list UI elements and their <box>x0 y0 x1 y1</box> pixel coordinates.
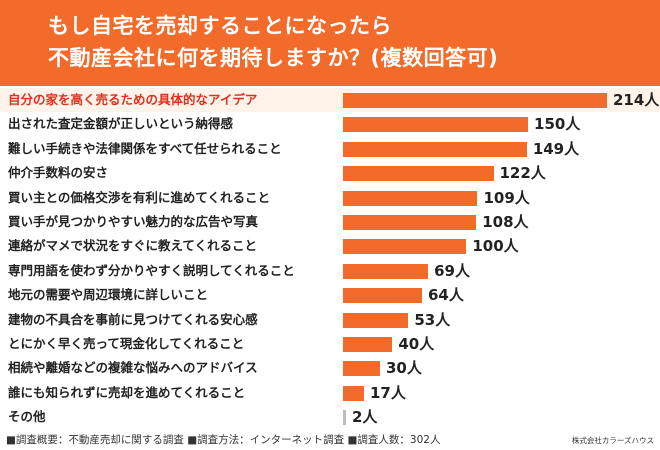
chart-row: 誰にも知られずに売却を進めてくれること 17人 <box>0 381 660 405</box>
bar <box>343 312 409 328</box>
data-label: 100人 <box>472 237 519 256</box>
chart-row: 連絡がマメで状況をすぐに教えてくれること 100人 <box>0 234 660 258</box>
bar <box>343 385 364 401</box>
bar <box>343 190 478 206</box>
data-label: 149人 <box>532 139 580 158</box>
category-label: 誰にも知られずに売却を進めてくれること <box>8 384 246 400</box>
chart-title-line-1: もし自宅を売却することになったら <box>48 14 392 38</box>
data-label: 214人 <box>613 91 660 109</box>
chart-row: 出された査定金額が正しいという納得感 150人 <box>0 112 660 136</box>
data-label: 69人 <box>434 261 470 280</box>
chart-row: 仲介手数料の安さ 122人 <box>0 161 660 185</box>
data-label: 2人 <box>352 408 378 427</box>
data-label: 30人 <box>386 359 422 378</box>
bar <box>343 288 422 304</box>
bar-chart: 自分の家を高く売るための具体的なアイデア 214人出された査定金額が正しいという納… <box>0 88 660 430</box>
data-label: 122人 <box>499 164 546 183</box>
bar <box>343 117 529 133</box>
chart-row: とにかく早く売って現金化してくれること 40人 <box>0 332 660 356</box>
chart-row: 買い手が見つかりやすい魅力的な広告や写真 108人 <box>0 210 660 234</box>
category-label: 買い手が見つかりやすい魅力的な広告や写真 <box>8 214 259 229</box>
category-label: 地元の需要や周辺環境に詳しいこと <box>8 287 209 303</box>
category-label: その他 <box>8 409 46 425</box>
category-label: 仲介手数料の安さ <box>8 165 109 181</box>
data-label: 17人 <box>369 383 406 402</box>
chart-row: 地元の需要や周辺環境に詳しいこと 64人 <box>0 283 660 307</box>
data-label: 64人 <box>427 286 464 305</box>
bar <box>343 361 380 377</box>
bar <box>343 410 346 426</box>
chart-row: 難しい手続きや法律関係をすべて任せられること 149人 <box>0 137 660 161</box>
title-banner: もし自宅を売却することになったら 不動産会社に何を期待しますか？(複数回答可) <box>0 0 660 86</box>
bar <box>343 141 527 157</box>
category-label: 出された査定金額が正しいという納得感 <box>8 116 234 132</box>
category-label: 自分の家を高く売るための具体的なアイデア <box>8 92 258 107</box>
chart-row: 相続や離婚などの複雑な悩みへのアドバイス 30人 <box>0 356 660 380</box>
bar <box>343 93 607 108</box>
data-label: 109人 <box>483 188 530 207</box>
data-label: 40人 <box>398 335 435 353</box>
survey-note: ■調査概要：不動産売却に関する調査 ■調査方法：インターネット調査 ■調査人数：… <box>6 434 441 446</box>
category-label: 相続や離婚などの複雑な悩みへのアドバイス <box>8 360 258 376</box>
category-label: 買い主との価格交渉を有利に進めてくれること <box>8 189 271 205</box>
bar <box>343 166 494 182</box>
bar <box>343 263 429 279</box>
data-label: 150人 <box>534 115 581 134</box>
category-label: とにかく早く売って現金化してくれること <box>8 336 245 351</box>
category-label: 連絡がマメで状況をすぐに教えてくれること <box>8 238 258 254</box>
chart-row: 専門用語を使わず分かりやすく説明してくれること 69人 <box>0 259 660 283</box>
company-credit: 株式会社カラーズハウス <box>571 436 654 445</box>
chart-row: 自分の家を高く売るための具体的なアイデア 214人 <box>0 88 660 112</box>
bar <box>343 239 467 255</box>
bar <box>343 215 477 230</box>
chart-row: 建物の不具合を事前に見つけてくれる安心感 53人 <box>0 308 660 332</box>
chart-title-line-2: 不動産会社に何を期待しますか？(複数回答可) <box>48 46 499 70</box>
bar <box>343 337 393 352</box>
data-label: 53人 <box>414 310 451 329</box>
category-label: 建物の不具合を事前に見つけてくれる安心感 <box>8 311 258 327</box>
chart-row: 買い主との価格交渉を有利に進めてくれること 109人 <box>0 186 660 210</box>
chart-row: その他 2人 <box>0 405 660 429</box>
category-label: 専門用語を使わず分かりやすく説明してくれること <box>8 262 295 278</box>
data-label: 108人 <box>482 213 529 231</box>
category-label: 難しい手続きや法律関係をすべて任せられること <box>8 140 282 156</box>
